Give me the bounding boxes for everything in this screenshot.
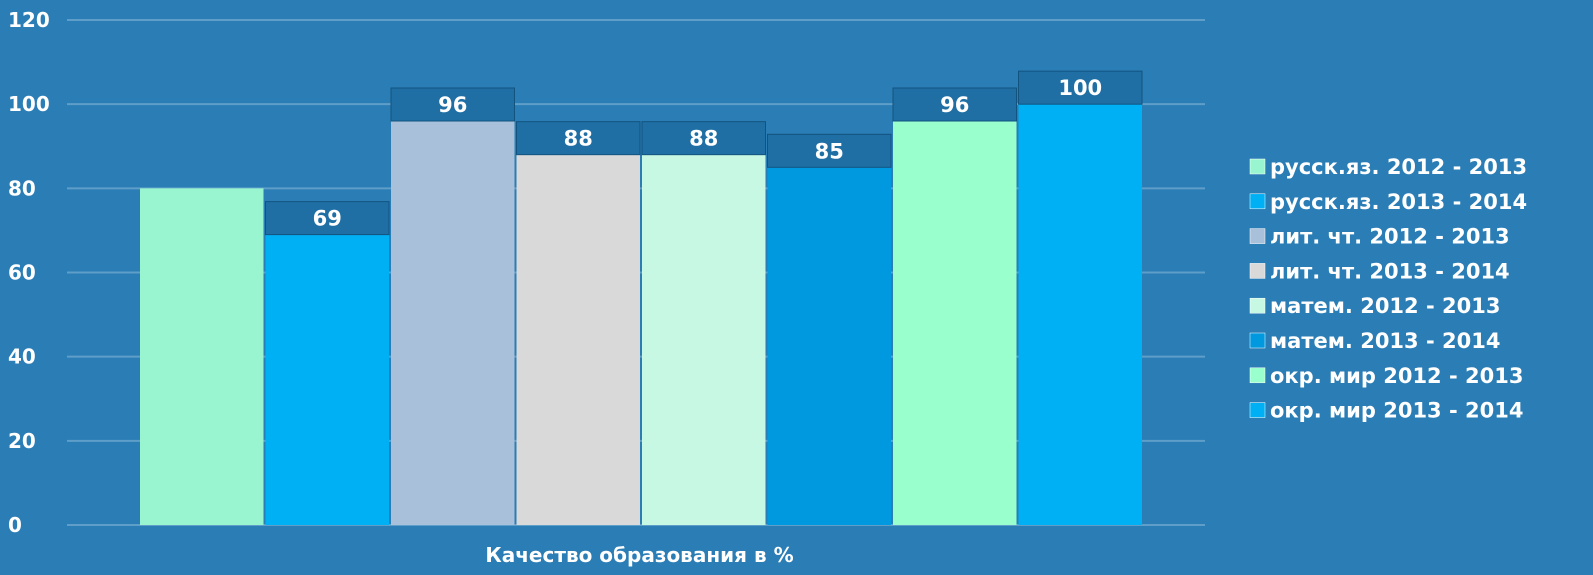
- bar: [265, 234, 389, 525]
- data-label-box: [892, 87, 1017, 122]
- legend-swatch: [1249, 402, 1266, 418]
- data-label: 100: [1058, 76, 1102, 100]
- data-label: 85: [815, 139, 844, 163]
- bar: [1018, 104, 1142, 526]
- y-tick-label: 100: [8, 92, 50, 116]
- data-label: 96: [940, 93, 969, 117]
- data-label: 88: [689, 127, 718, 151]
- legend-label: русск.яз. 2012 - 2013: [1270, 155, 1527, 179]
- x-category-label: Качество образования в %: [485, 543, 793, 567]
- legend-label: окр. мир 2012 - 2013: [1270, 364, 1523, 388]
- legend-swatch: [1249, 297, 1266, 314]
- data-label: 88: [564, 127, 593, 151]
- data-label-box: [1018, 70, 1143, 105]
- legend-label: окр. мир 2013 - 2014: [1270, 399, 1523, 423]
- y-tick-label: 120: [8, 8, 50, 32]
- data-label-box: [390, 87, 515, 122]
- y-tick-label: 0: [8, 513, 22, 537]
- data-label-box: [767, 133, 892, 168]
- legend-label: русск.яз. 2013 - 2014: [1270, 190, 1527, 214]
- data-label: 96: [438, 93, 467, 117]
- legend-label: лит. чт. 2013 - 2014: [1270, 259, 1510, 283]
- bar: [516, 154, 640, 525]
- legend-label: матем. 2012 - 2013: [1270, 294, 1500, 318]
- legend-swatch: [1249, 228, 1266, 244]
- bar: [893, 121, 1017, 525]
- bar: [642, 154, 766, 525]
- bars: [140, 104, 1142, 526]
- legend-swatch: [1249, 367, 1266, 384]
- legend-swatch: [1249, 193, 1266, 210]
- legend-swatch: [1249, 263, 1266, 279]
- y-tick-label: 20: [8, 429, 36, 453]
- y-tick-label: 40: [8, 345, 36, 369]
- y-tick-label: 60: [8, 261, 36, 285]
- data-label-box: [265, 201, 390, 236]
- bar: [391, 121, 515, 525]
- bar: [767, 167, 891, 525]
- legend-label: матем. 2013 - 2014: [1270, 329, 1500, 353]
- legend: русск.яз. 2012 - 2013 русск.яз. 2013 - 20…: [1249, 155, 1527, 423]
- y-axis: 0 20 40 60 80 100 120: [8, 8, 50, 537]
- y-tick-label: 80: [8, 176, 36, 200]
- data-label: 69: [313, 207, 342, 231]
- data-label-box: [516, 121, 641, 156]
- data-labels: 69 96 88 88 85 96 100: [265, 70, 1143, 236]
- x-axis: Качество образования в %: [485, 543, 793, 567]
- data-label-box: [641, 121, 766, 156]
- legend-label: лит. чт. 2012 - 2013: [1270, 225, 1510, 249]
- legend-swatch: [1249, 158, 1266, 175]
- bar: [140, 188, 264, 526]
- legend-swatch: [1249, 332, 1266, 349]
